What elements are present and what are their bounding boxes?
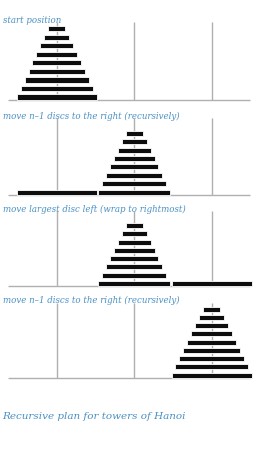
Bar bbox=[106, 264, 162, 269]
Text: Recursive plan for towers of Hanoi: Recursive plan for towers of Hanoi bbox=[3, 412, 186, 421]
Bar bbox=[191, 332, 232, 336]
Bar bbox=[118, 148, 151, 153]
Bar bbox=[98, 281, 170, 286]
Bar bbox=[25, 77, 89, 82]
Bar bbox=[199, 315, 224, 320]
Bar bbox=[17, 94, 97, 100]
Bar bbox=[114, 248, 155, 253]
Text: move n–1 discs to the right (recursively): move n–1 discs to the right (recursively… bbox=[3, 296, 179, 306]
Bar bbox=[33, 60, 81, 65]
Bar bbox=[110, 256, 158, 261]
Bar bbox=[102, 273, 166, 278]
Bar bbox=[122, 139, 147, 144]
Bar bbox=[183, 348, 240, 353]
Bar bbox=[21, 86, 93, 91]
Text: move largest disc left (wrap to rightmost): move largest disc left (wrap to rightmos… bbox=[3, 205, 185, 214]
Text: start position: start position bbox=[3, 16, 61, 25]
Text: move n–1 discs to the right (recursively): move n–1 discs to the right (recursively… bbox=[3, 112, 179, 121]
Bar bbox=[36, 52, 77, 57]
Bar bbox=[118, 240, 151, 244]
Bar bbox=[179, 356, 244, 361]
Bar bbox=[114, 156, 155, 161]
Bar bbox=[106, 173, 162, 178]
Bar bbox=[29, 69, 85, 74]
Bar bbox=[195, 323, 228, 328]
Bar bbox=[40, 44, 73, 49]
Bar bbox=[175, 364, 248, 369]
Bar bbox=[102, 181, 166, 186]
Bar bbox=[98, 189, 170, 194]
Bar bbox=[17, 189, 97, 194]
Bar bbox=[203, 307, 220, 312]
Bar bbox=[126, 131, 143, 136]
Bar bbox=[122, 232, 147, 237]
Bar bbox=[126, 223, 143, 228]
Bar bbox=[172, 373, 252, 377]
Bar bbox=[48, 26, 65, 31]
Bar bbox=[110, 164, 158, 169]
Bar bbox=[187, 340, 236, 344]
Bar bbox=[44, 35, 69, 40]
Bar bbox=[172, 281, 252, 286]
